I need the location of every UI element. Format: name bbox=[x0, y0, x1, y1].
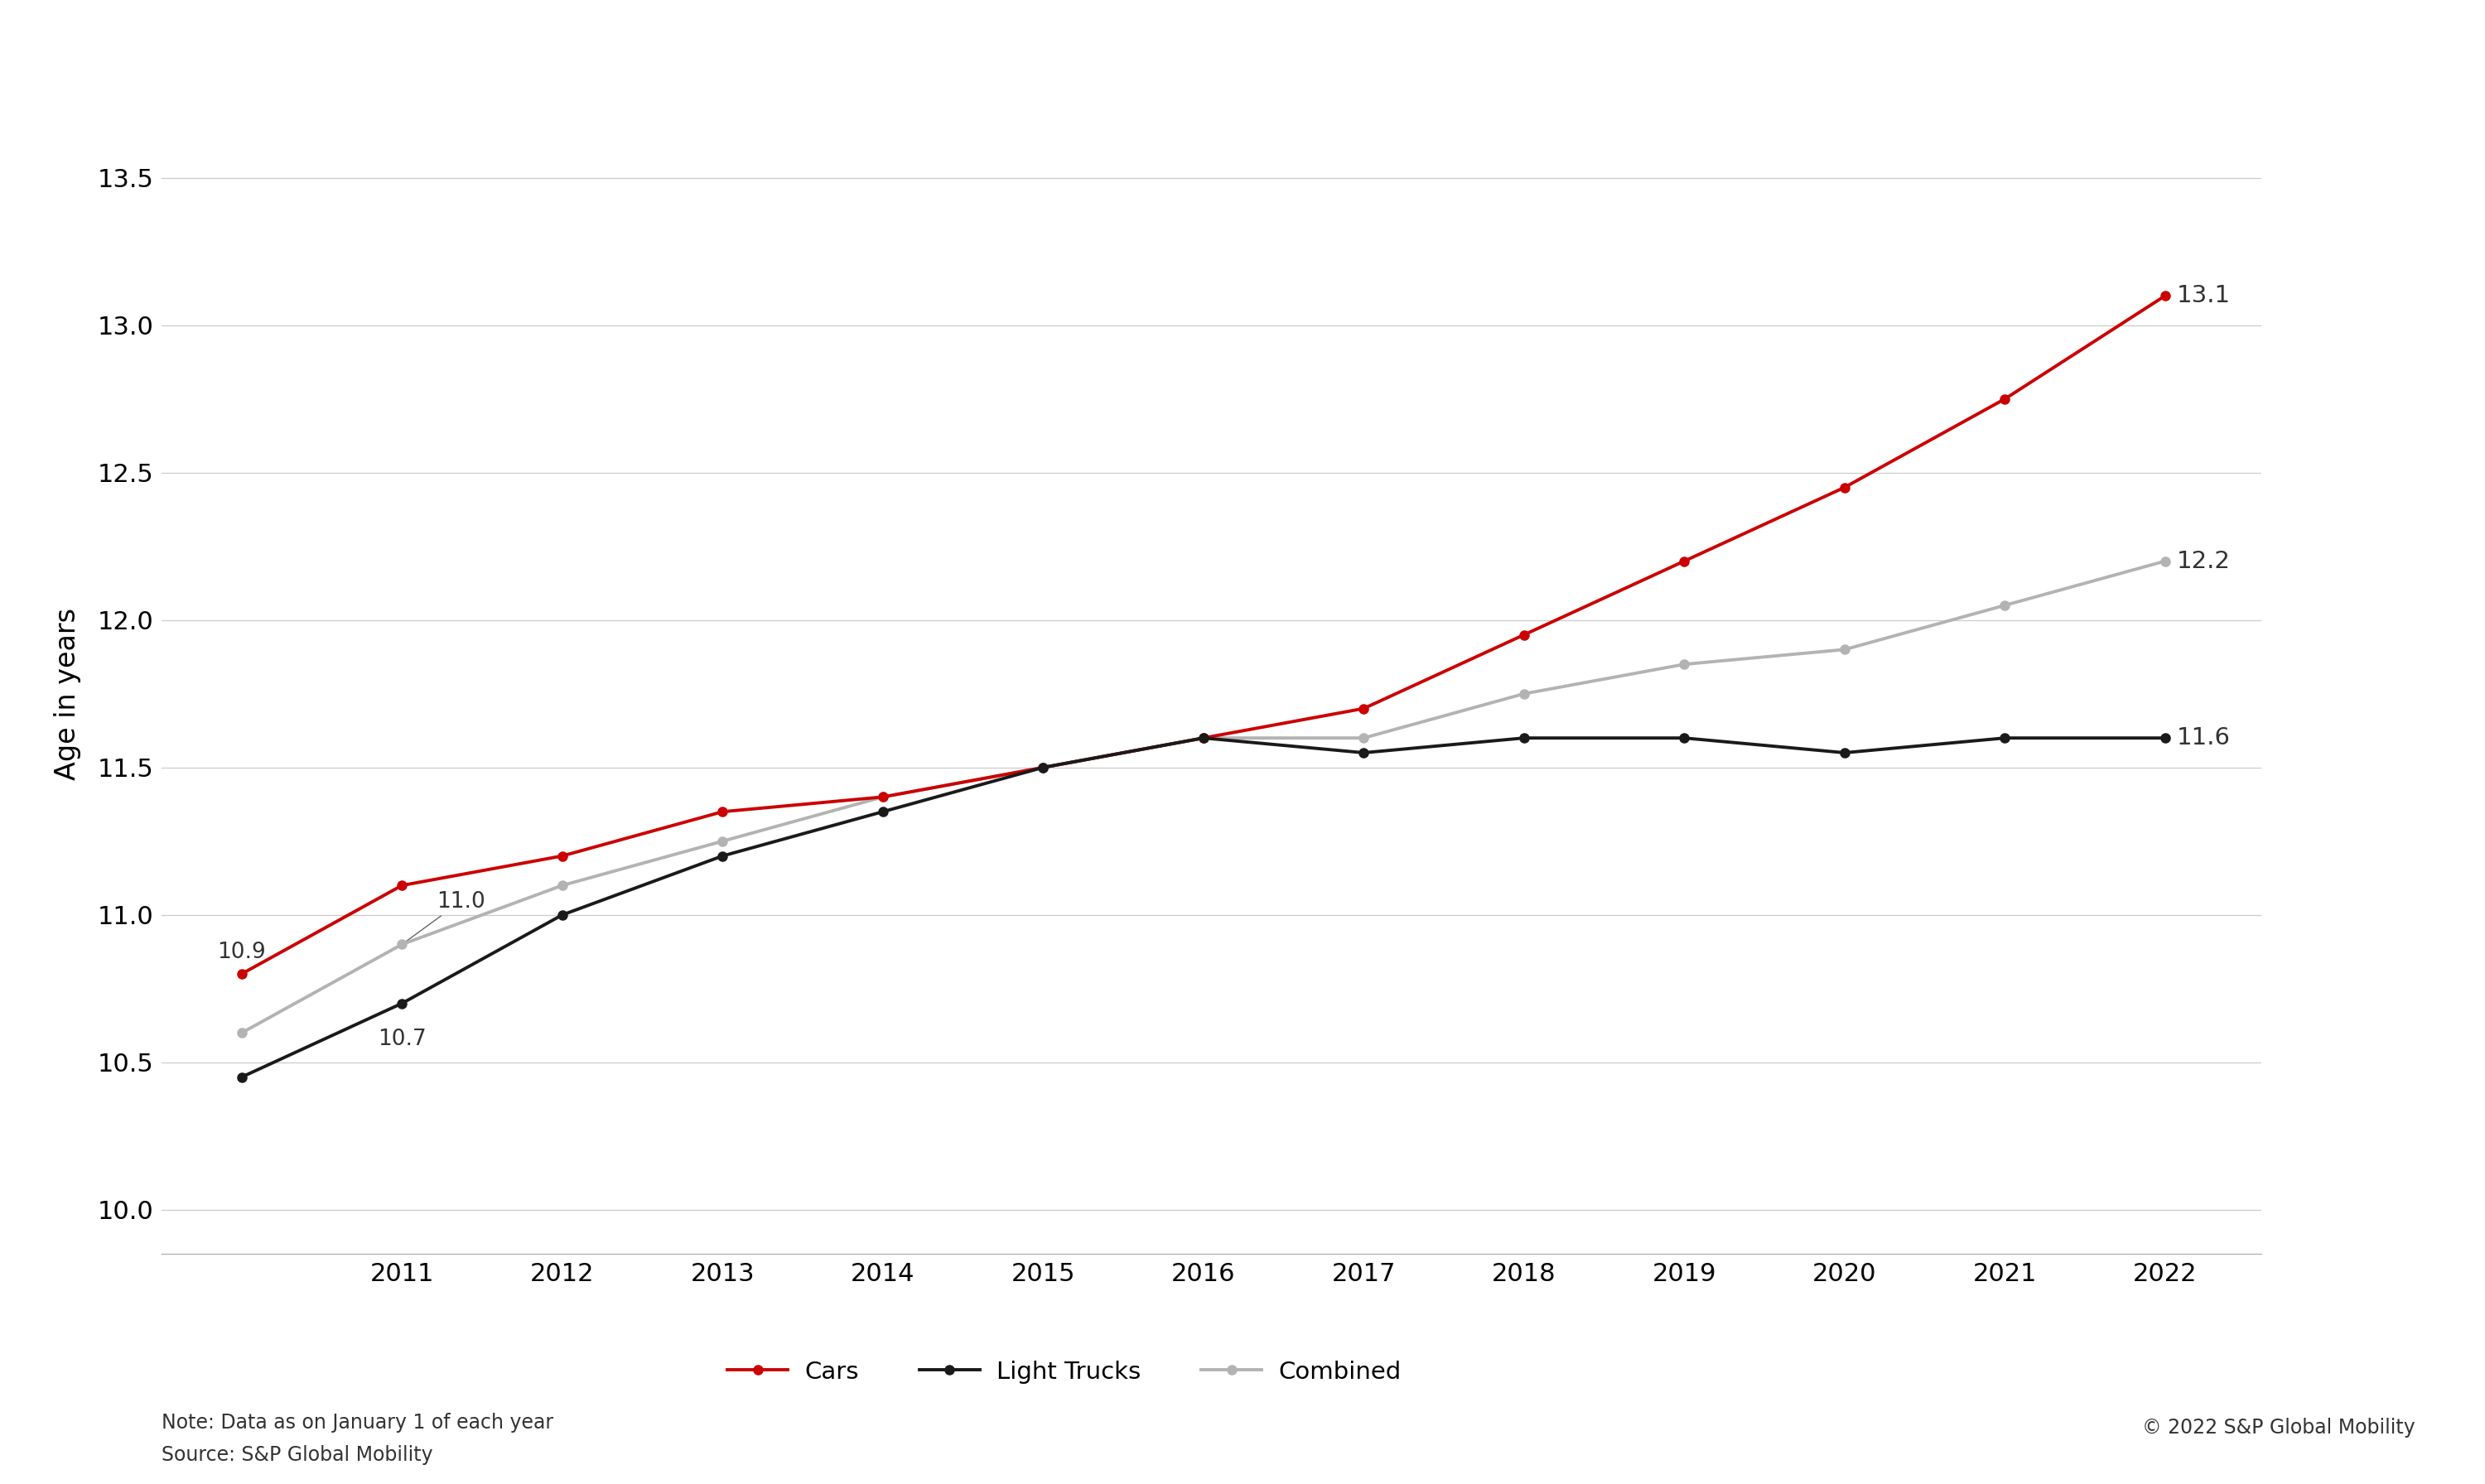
Cars bbox=[1829, 478, 1859, 496]
Cars bbox=[1188, 729, 1218, 746]
Light Trucks bbox=[388, 994, 417, 1012]
Combined bbox=[708, 833, 738, 850]
Combined bbox=[1349, 729, 1379, 746]
Light Trucks bbox=[226, 1068, 256, 1086]
Cars bbox=[1029, 758, 1059, 776]
Light Trucks bbox=[1188, 729, 1218, 746]
Text: © 2022 S&P Global Mobility: © 2022 S&P Global Mobility bbox=[2142, 1417, 2415, 1438]
Combined bbox=[2150, 552, 2179, 570]
Cars bbox=[1990, 390, 2020, 408]
Cars bbox=[226, 965, 256, 982]
Cars bbox=[547, 847, 577, 865]
Light Trucks bbox=[708, 847, 738, 865]
Light Trucks bbox=[1670, 729, 1700, 746]
Combined bbox=[1829, 641, 1859, 659]
Line: Light Trucks: Light Trucks bbox=[236, 733, 2169, 1082]
Combined bbox=[867, 788, 897, 806]
Combined bbox=[1188, 729, 1218, 746]
Text: 10.9: 10.9 bbox=[216, 942, 266, 963]
Text: 11.0: 11.0 bbox=[405, 890, 485, 942]
Combined bbox=[1029, 758, 1059, 776]
Cars bbox=[2150, 286, 2179, 304]
Line: Cars: Cars bbox=[236, 291, 2169, 978]
Combined bbox=[1670, 656, 1700, 674]
Text: 12.2: 12.2 bbox=[2177, 549, 2232, 573]
Light Trucks bbox=[1508, 729, 1538, 746]
Legend: Cars, Light Trucks, Combined: Cars, Light Trucks, Combined bbox=[718, 1350, 1411, 1393]
Light Trucks bbox=[1349, 743, 1379, 761]
Text: 10.7: 10.7 bbox=[378, 1028, 427, 1051]
Combined bbox=[547, 877, 577, 895]
Combined bbox=[1508, 686, 1538, 703]
Line: Combined: Combined bbox=[236, 556, 2169, 1037]
Text: 11.6: 11.6 bbox=[2177, 726, 2232, 749]
Cars bbox=[867, 788, 897, 806]
Cars bbox=[388, 877, 417, 895]
Cars bbox=[1670, 552, 1700, 570]
Text: 13.1: 13.1 bbox=[2177, 283, 2232, 307]
Cars bbox=[708, 803, 738, 821]
Combined bbox=[1990, 597, 2020, 614]
Light Trucks bbox=[1029, 758, 1059, 776]
Light Trucks bbox=[867, 803, 897, 821]
Light Trucks bbox=[2150, 729, 2179, 746]
Light Trucks bbox=[1990, 729, 2020, 746]
Combined bbox=[226, 1024, 256, 1042]
Cars bbox=[1349, 699, 1379, 717]
Text: Average age by vehicle type: Average age by vehicle type bbox=[40, 42, 703, 82]
Combined bbox=[388, 935, 417, 953]
Light Trucks bbox=[1829, 743, 1859, 761]
Cars bbox=[1508, 626, 1538, 644]
Y-axis label: Age in years: Age in years bbox=[55, 607, 82, 781]
Text: Source: S&P Global Mobility: Source: S&P Global Mobility bbox=[162, 1445, 432, 1465]
Text: Note: Data as on January 1 of each year: Note: Data as on January 1 of each year bbox=[162, 1413, 554, 1432]
Light Trucks bbox=[547, 907, 577, 925]
